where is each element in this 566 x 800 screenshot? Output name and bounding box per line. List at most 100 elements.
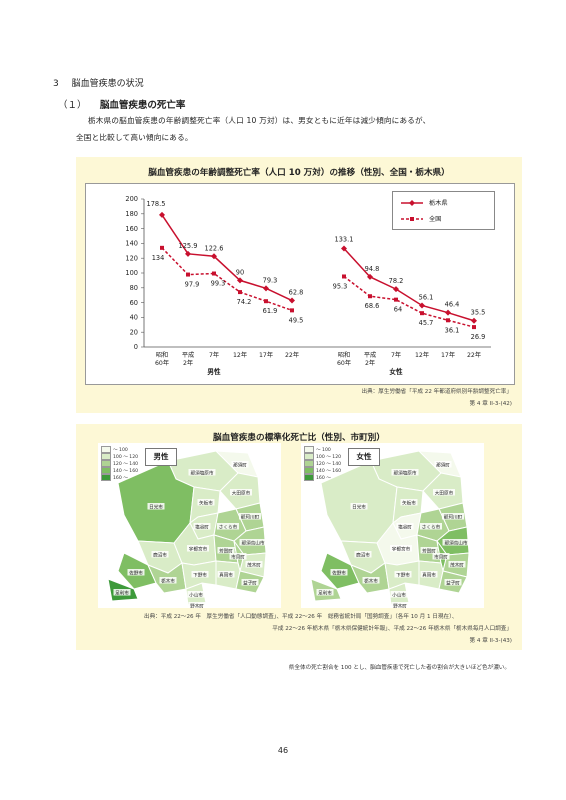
paragraph-line-2: 全国と比較して高い傾向にある。 (76, 133, 193, 142)
y-tick-label: 200 (125, 195, 138, 203)
municipality-label-bg (245, 561, 263, 568)
map-legend-row: 120 ～ 140 (101, 460, 138, 467)
figure1-ref: 第 4 章 II-3-(42) (469, 401, 512, 407)
municipality-label: 矢板市 (199, 499, 213, 506)
municipality-label: 栃木市 (364, 577, 378, 584)
map-legend-label: 140 ～ 160 (113, 468, 139, 474)
y-tick-label: 120 (125, 254, 138, 262)
data-point-tochigi (289, 297, 295, 304)
municipality-label: 茂木町 (247, 561, 261, 568)
male-national-line (161, 247, 293, 312)
female-map: 那須塩原市 那須町 大田原市 日光市 矢板市 那珂川町 塩谷町 さくら市 那須烏山市 鹿沼市 宇都宮… (301, 443, 484, 609)
map-legend-row: ～ 100 (304, 446, 341, 453)
male-map-label: 男性 (145, 448, 177, 466)
data-point-national (212, 271, 216, 276)
municipality-label-bg (316, 589, 334, 596)
data-point-tochigi (237, 277, 243, 284)
map-legend-swatch (304, 474, 314, 481)
map-legend-label: 160 ～ (316, 475, 331, 481)
data-label: 97.9 (185, 281, 200, 289)
x-tick-label: 2年 (183, 359, 193, 367)
legend-national-marker (410, 217, 414, 221)
municipality-label-bg (354, 551, 372, 558)
data-label: 35.5 (471, 309, 486, 317)
data-point-national (342, 274, 346, 279)
map-legend-row: 100 ～ 120 (304, 453, 341, 460)
x-tick-label: 60年 (155, 359, 169, 367)
municipality-label: 鹿沼市 (153, 551, 167, 558)
data-point-tochigi (445, 309, 451, 316)
municipality-label: 足利市 (115, 589, 129, 596)
municipality-label: 日光市 (149, 503, 163, 510)
municipality-label: 茂木町 (450, 561, 464, 568)
data-point-tochigi (393, 286, 399, 293)
male-tochigi-line (161, 214, 293, 302)
data-point-national (394, 297, 398, 302)
female-map-label: 女性 (348, 448, 380, 466)
data-label: 178.5 (147, 200, 166, 208)
municipality-label: 宇都宮市 (189, 545, 208, 552)
data-point-national (264, 299, 268, 304)
subsection-number: （１） (58, 100, 87, 111)
x-tick-label: 12年 (233, 351, 247, 359)
figure2-source-line1: 出典：平成 22～26 年 厚生労働省「人口動態調査」、平成 22～26 年 総… (144, 614, 458, 620)
data-point-tochigi (185, 250, 191, 257)
map-legend-swatch (101, 446, 111, 453)
x-tick-label: 7年 (209, 351, 219, 359)
section-number: 3 (53, 79, 59, 89)
municipality-label: 塩谷町 (195, 523, 209, 530)
municipality-label: 佐野市 (332, 569, 346, 576)
map-legend-label: 120 ～ 140 (316, 461, 342, 467)
map-legend-label: 120 ～ 140 (113, 461, 139, 467)
paragraph-line-1: 栃木県の脳血管疾患の年齢調整死亡率（人口 10 万対）は、男女ともに近年は減少傾… (88, 116, 431, 125)
y-tick-label: 0 (134, 343, 138, 351)
figure1-panel: 脳血管疾患の年齢調整死亡率（人口 10 万対）の推移（性別、全国・栃木県） 0 2… (76, 157, 522, 413)
map-legend-label: 160 ～ (113, 475, 128, 481)
municipality-label-bg (400, 499, 418, 506)
map-legend-label: ～ 100 (113, 447, 128, 453)
group-label: 女性 (389, 367, 403, 376)
municipality-label-bg (391, 602, 409, 609)
x-tick-label: 平成 (182, 351, 194, 359)
group-label: 男性 (207, 367, 221, 376)
municipality-label: 益子町 (243, 579, 257, 586)
map-legend-swatch (304, 453, 314, 460)
data-label: 56.1 (419, 293, 434, 301)
municipality-label: 小山市 (189, 591, 203, 598)
municipality-label: 栃木市 (161, 577, 175, 584)
figure1-title: 脳血管疾患の年齢調整死亡率（人口 10 万対）の推移（性別、全国・栃木県） (148, 168, 450, 178)
municipality-label: 宇都宮市 (392, 545, 411, 552)
x-tick-label: 12年 (415, 351, 429, 359)
data-label: 46.4 (445, 301, 460, 309)
line-chart: 0 20 40 60 80 100 120 140 160 180 200 178.5 125.9 122… (125, 195, 491, 376)
y-tick-label: 40 (130, 314, 138, 322)
municipality-label-bg (442, 513, 464, 520)
figure2-ref: 第 4 章 II-3-(43) (469, 638, 512, 644)
map-legend-row: 160 ～ (304, 474, 341, 481)
municipality-label: 真岡市 (219, 571, 233, 578)
map-legend-swatch (304, 460, 314, 467)
x-tick-label: 平成 (364, 351, 376, 359)
x-tick-label: 17年 (259, 351, 273, 359)
data-label: 45.7 (419, 319, 434, 327)
municipality-label: 大田原市 (232, 489, 251, 496)
y-tick-label: 20 (130, 328, 138, 336)
municipality-label-bg (362, 577, 380, 584)
municipality-label: 野木町 (393, 602, 407, 608)
municipality-label: 那須烏山市 (242, 539, 265, 546)
data-label: 90 (236, 268, 244, 276)
municipality-label: 野木町 (190, 602, 204, 608)
data-label: 122.6 (205, 244, 224, 252)
data-point-tochigi (263, 285, 269, 292)
data-point-tochigi (419, 302, 425, 309)
municipality-label-bg (231, 461, 249, 468)
municipality-label-bg (350, 503, 368, 510)
municipality-label: 芳賀町 (422, 547, 436, 554)
subsection-heading: （１） 脳血管疾患の死亡率 (58, 97, 185, 111)
data-label: 133.1 (335, 236, 354, 244)
municipality-label: 真岡市 (422, 571, 436, 578)
subsection-title: 脳血管疾患の死亡率 (99, 100, 186, 111)
municipality-label: 塩谷町 (398, 523, 412, 530)
municipality-label-bg (187, 591, 205, 598)
